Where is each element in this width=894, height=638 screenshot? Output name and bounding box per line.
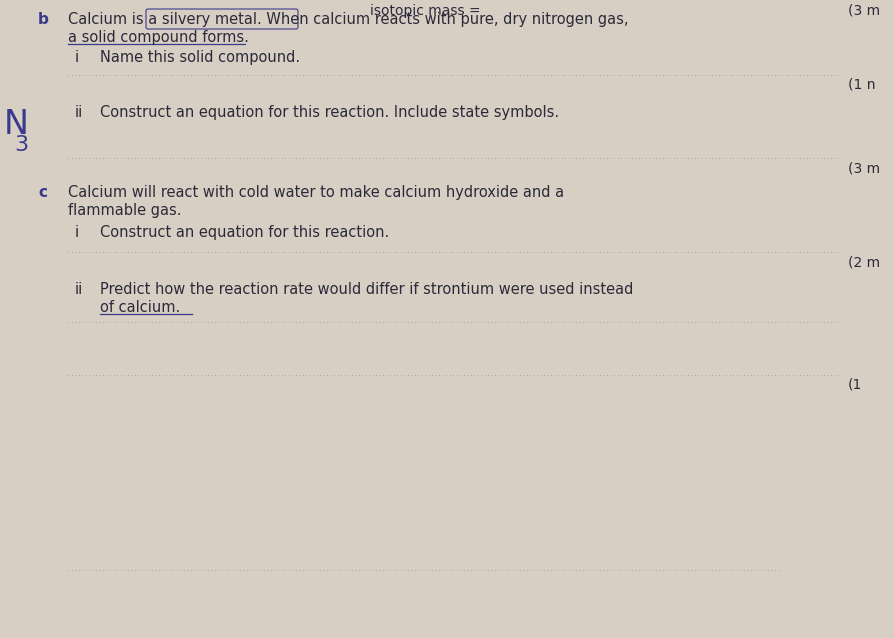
Text: Calcium will react with cold water to make calcium hydroxide and a: Calcium will react with cold water to ma… (68, 185, 564, 200)
Text: Construct an equation for this reaction.: Construct an equation for this reaction. (100, 225, 389, 240)
Text: (3 m: (3 m (848, 161, 880, 175)
Text: ii: ii (75, 282, 83, 297)
Text: (3 m: (3 m (848, 4, 880, 18)
Text: of calcium.: of calcium. (100, 300, 181, 315)
Text: isotopic mass =: isotopic mass = (370, 4, 481, 18)
Text: (1: (1 (848, 378, 863, 392)
Text: 3: 3 (14, 135, 28, 155)
Text: Calcium is a silvery metal. When calcium reacts with pure, dry nitrogen gas,: Calcium is a silvery metal. When calcium… (68, 12, 628, 27)
Text: Construct an equation for this reaction. Include state symbols.: Construct an equation for this reaction.… (100, 105, 559, 120)
Text: (2 m: (2 m (848, 256, 880, 270)
Text: Predict how the reaction rate would differ if strontium were used instead: Predict how the reaction rate would diff… (100, 282, 633, 297)
Text: a solid compound forms.: a solid compound forms. (68, 30, 249, 45)
Text: flammable gas.: flammable gas. (68, 203, 181, 218)
Text: (1 n: (1 n (848, 78, 875, 92)
Text: ii: ii (75, 105, 83, 120)
Text: i: i (75, 225, 80, 240)
Text: i: i (75, 50, 80, 65)
Text: c: c (38, 185, 47, 200)
Text: b: b (38, 12, 49, 27)
Text: Name this solid compound.: Name this solid compound. (100, 50, 300, 65)
Text: N: N (4, 108, 29, 141)
